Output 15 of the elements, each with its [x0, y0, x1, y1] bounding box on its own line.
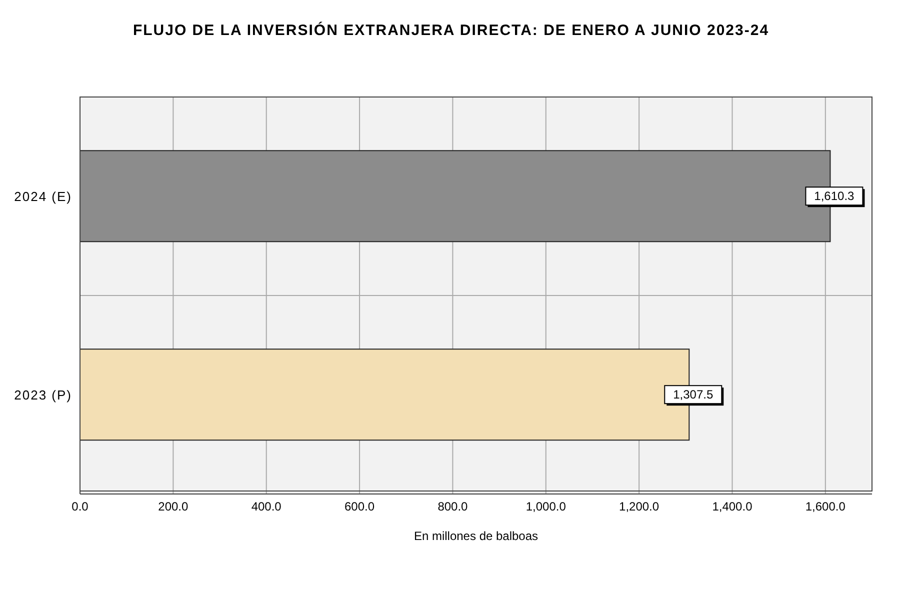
data-label: 1,307.5: [673, 388, 714, 402]
x-tick-label: 1,200.0: [619, 500, 660, 514]
y-tick-label: 2024 (E): [14, 188, 72, 204]
x-tick-label: 200.0: [158, 500, 189, 514]
x-tick-label: 0.0: [72, 500, 89, 514]
x-tick-label: 1,600.0: [805, 500, 846, 514]
x-tick-label: 400.0: [251, 500, 282, 514]
data-label: 1,610.3: [814, 189, 855, 204]
y-tick-label: 2023 (P): [14, 387, 72, 402]
x-axis-title: En millones de balboas: [414, 529, 538, 543]
x-tick-label: 1,400.0: [712, 500, 753, 514]
x-tick-label: 1,000.0: [526, 500, 566, 514]
x-tick-label: 600.0: [344, 500, 375, 514]
x-tick-label: 800.0: [438, 500, 468, 514]
chart-title: FLUJO DE LA INVERSIÓN EXTRANJERA DIRECTA: DE ENERO A JUNIO 2023-24: [132, 22, 770, 39]
